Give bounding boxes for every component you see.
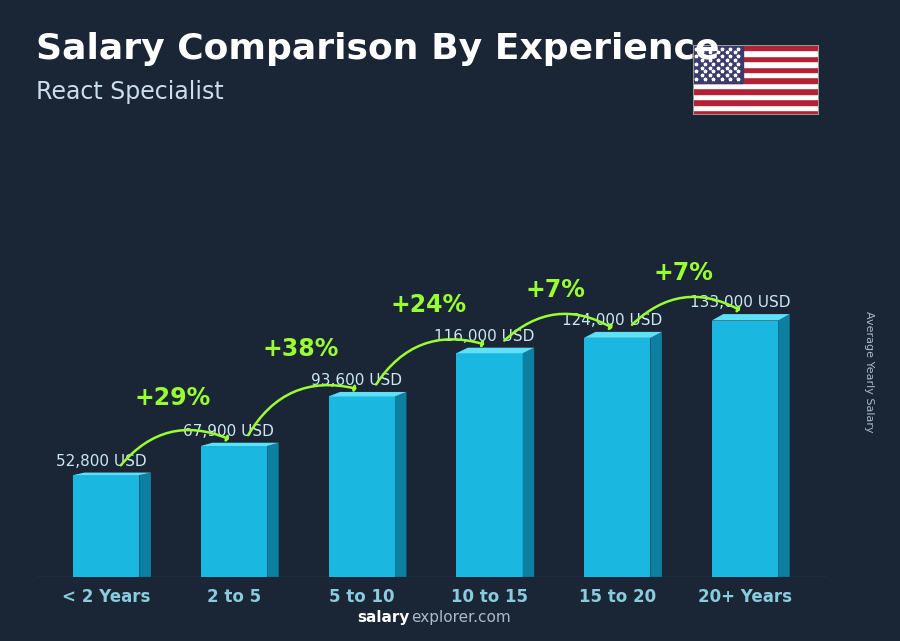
- Bar: [693, 45, 819, 50]
- Bar: [693, 61, 819, 67]
- Bar: [693, 78, 819, 83]
- Polygon shape: [395, 392, 407, 577]
- Text: explorer.com: explorer.com: [411, 610, 511, 625]
- Polygon shape: [267, 443, 279, 577]
- Text: +24%: +24%: [390, 294, 466, 317]
- Polygon shape: [584, 338, 651, 577]
- Text: Average Yearly Salary: Average Yearly Salary: [863, 311, 874, 433]
- Polygon shape: [201, 446, 267, 577]
- Text: React Specialist: React Specialist: [36, 80, 224, 104]
- Text: salary: salary: [357, 610, 410, 625]
- Polygon shape: [201, 443, 279, 446]
- Text: 93,600 USD: 93,600 USD: [311, 373, 402, 388]
- Text: Salary Comparison By Experience: Salary Comparison By Experience: [36, 32, 719, 66]
- Bar: [693, 50, 819, 56]
- Polygon shape: [651, 332, 661, 577]
- Text: +7%: +7%: [653, 261, 714, 285]
- Text: 133,000 USD: 133,000 USD: [689, 296, 790, 310]
- Bar: [693, 56, 819, 61]
- Polygon shape: [778, 314, 789, 577]
- Text: 67,900 USD: 67,900 USD: [184, 424, 274, 439]
- Text: +7%: +7%: [526, 278, 586, 302]
- Bar: [693, 99, 819, 104]
- Bar: [693, 94, 819, 99]
- Bar: [693, 72, 819, 78]
- Text: +29%: +29%: [135, 386, 211, 410]
- Bar: [693, 67, 819, 72]
- Bar: [693, 88, 819, 94]
- Polygon shape: [328, 392, 407, 396]
- Bar: [693, 104, 819, 110]
- Polygon shape: [328, 396, 395, 577]
- Text: 124,000 USD: 124,000 USD: [562, 313, 662, 328]
- Polygon shape: [73, 472, 151, 475]
- Bar: [693, 83, 819, 88]
- Polygon shape: [712, 320, 778, 577]
- Bar: [693, 110, 819, 115]
- Polygon shape: [584, 332, 662, 338]
- Text: 116,000 USD: 116,000 USD: [434, 329, 535, 344]
- Text: 52,800 USD: 52,800 USD: [56, 454, 147, 469]
- Polygon shape: [523, 347, 535, 577]
- Polygon shape: [456, 353, 523, 577]
- Polygon shape: [73, 475, 140, 577]
- Bar: [693, 45, 743, 83]
- Polygon shape: [456, 347, 535, 353]
- Text: +38%: +38%: [262, 337, 338, 360]
- Polygon shape: [140, 472, 151, 577]
- Polygon shape: [712, 314, 789, 320]
